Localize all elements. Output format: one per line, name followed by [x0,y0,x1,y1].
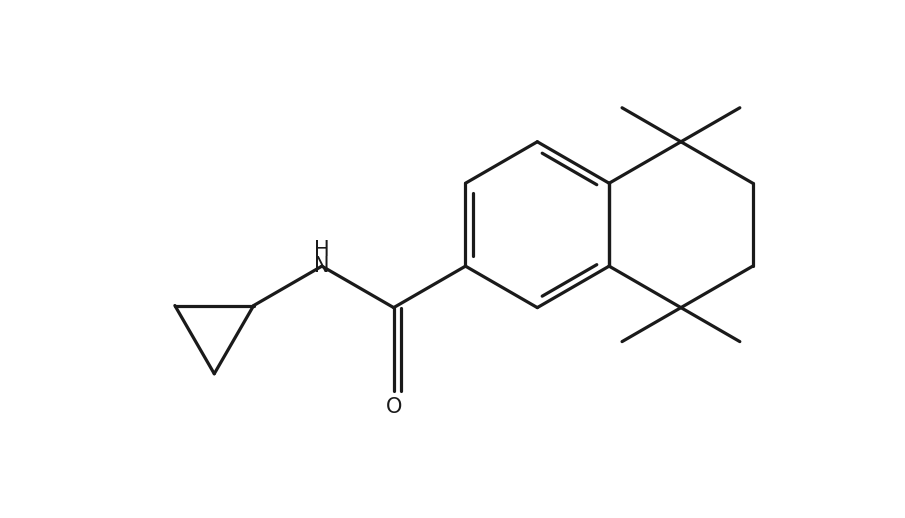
Text: H: H [314,239,329,260]
Text: N: N [314,256,329,276]
Text: O: O [386,397,402,417]
